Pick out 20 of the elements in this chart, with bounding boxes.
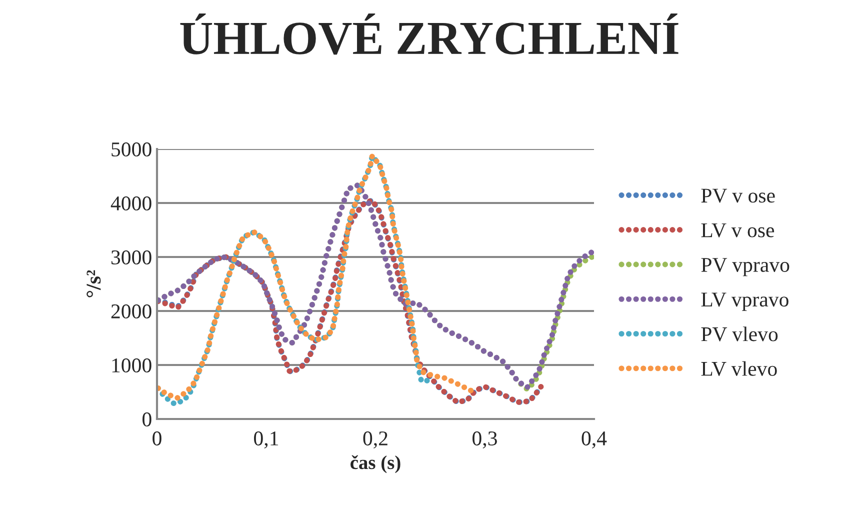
x-tick-label: 0,2	[363, 431, 388, 448]
legend-label: PV vpravo	[701, 258, 790, 276]
x-tick-label: 0,4	[582, 431, 607, 448]
legend-label: PV vlevo	[701, 326, 778, 342]
y-tick-label: 4000	[110, 196, 152, 210]
x-tick-label: 0,1	[254, 431, 278, 448]
y-tick-label: 3000	[111, 250, 152, 264]
y-tick-label: 1000	[112, 358, 152, 372]
legend-label: LV vlevo	[701, 361, 777, 376]
legend-label: LV vpravo	[701, 292, 788, 311]
y-axis-title: °/s²	[86, 270, 101, 298]
y-tick-label: 0	[142, 412, 152, 426]
x-axis-title: čas (s)	[350, 455, 400, 474]
y-tick-label: 2000	[111, 304, 152, 318]
chart-title: ÚHLOVÉ ZRYCHLENÍ	[180, 14, 678, 55]
legend-label: PV v ose	[701, 188, 775, 203]
y-tick-label: 5000	[112, 142, 152, 156]
x-tick-label: 0,3	[472, 431, 497, 448]
legend-label: LV v ose	[701, 223, 774, 238]
x-tick-label: 0	[152, 431, 162, 446]
